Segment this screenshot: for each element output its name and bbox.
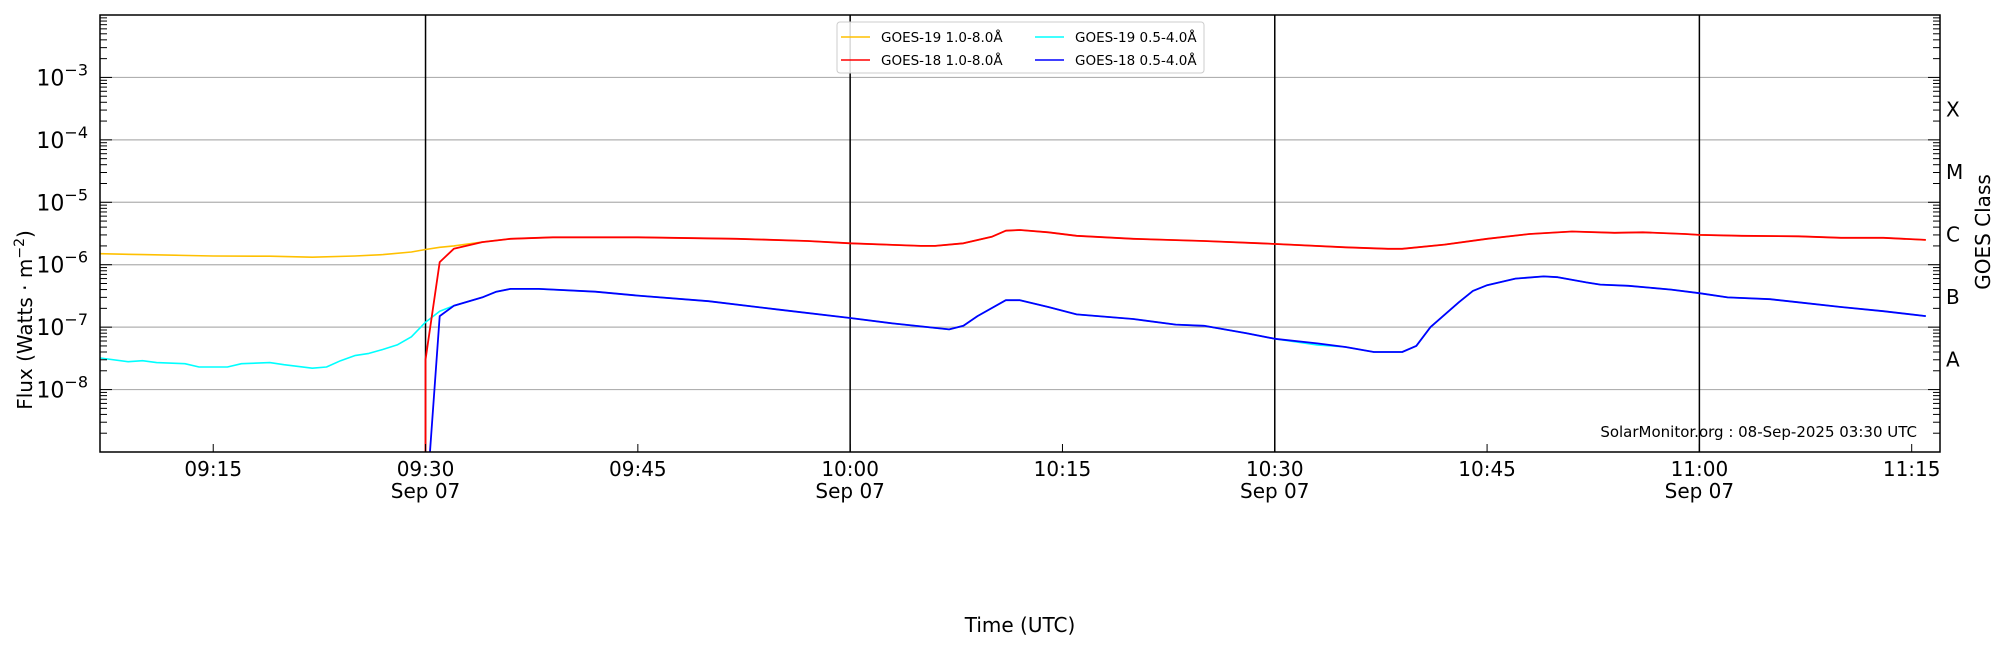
series-line-goes-18-0-5-4-0-: [429, 275, 1926, 452]
legend-label: GOES-18 0.5-4.0Å: [1075, 52, 1197, 69]
series-line-goes-19-0-5-4-0-: [100, 275, 1926, 369]
y-axis-label: Flux (Watts · m−2): [12, 230, 37, 410]
plot-frame: [99, 14, 1941, 453]
goes-class-label-x: X: [1946, 98, 1960, 122]
goes-class-labels: A B C M X: [1946, 98, 1963, 372]
x-tick-label: 09:45: [609, 457, 667, 481]
legend-label: GOES-19 0.5-4.0Å: [1075, 29, 1197, 46]
legend-box: [836, 21, 1205, 74]
x-tick-label: 11:15: [1883, 457, 1941, 481]
x-tick-label: 09:30: [397, 457, 455, 481]
axis-ticks: [100, 17, 1940, 453]
x-tick-date-label: Sep 07: [1240, 479, 1310, 503]
x-tick-label: 11:00: [1671, 457, 1729, 481]
series-line-goes-19-1-0-8-0-: [100, 229, 1926, 258]
x-tick-label: 09:15: [184, 457, 242, 481]
series-lines: [100, 229, 1926, 452]
y-tick-label: 10−7: [36, 310, 88, 341]
y-tick-label: 10−6: [36, 248, 88, 279]
x-tick-label: 10:30: [1246, 457, 1304, 481]
goes-class-label-a: A: [1946, 347, 1960, 371]
x-axis-label: Time (UTC): [964, 613, 1076, 637]
x-tick-date-label: Sep 07: [1665, 479, 1735, 503]
x-tick-label: 10:45: [1458, 457, 1516, 481]
x-tick-date-label: Sep 07: [391, 479, 461, 503]
y-tick-label: 10−4: [36, 123, 88, 154]
y-tick-labels: 10−8 10−7 10−6 10−5 10−4 10−3: [36, 60, 88, 403]
goes-class-axis-label: GOES Class: [1971, 174, 1995, 290]
goes-class-label-m: M: [1946, 160, 1963, 184]
x-tick-label: 10:00: [821, 457, 879, 481]
series-line-goes-18-1-0-8-0-: [424, 229, 1926, 452]
legend: GOES-19 1.0-8.0Å GOES-19 0.5-4.0Å GOES-18 …: [836, 21, 1205, 74]
goes-class-label-c: C: [1946, 223, 1960, 247]
x-tick-date-label: Sep 07: [815, 479, 885, 503]
grid: [100, 76, 1940, 391]
watermark: SolarMonitor.org : 08-Sep-2025 03:30 UTC: [1600, 423, 1917, 441]
y-tick-label: 10−5: [36, 185, 88, 216]
y-tick-label: 10−8: [36, 373, 88, 404]
goes-class-label-b: B: [1946, 285, 1960, 309]
legend-label: GOES-18 1.0-8.0Å: [881, 52, 1003, 69]
x-tick-label: 10:15: [1034, 457, 1092, 481]
y-tick-label: 10−3: [36, 60, 88, 91]
legend-label: GOES-19 1.0-8.0Å: [881, 29, 1003, 46]
